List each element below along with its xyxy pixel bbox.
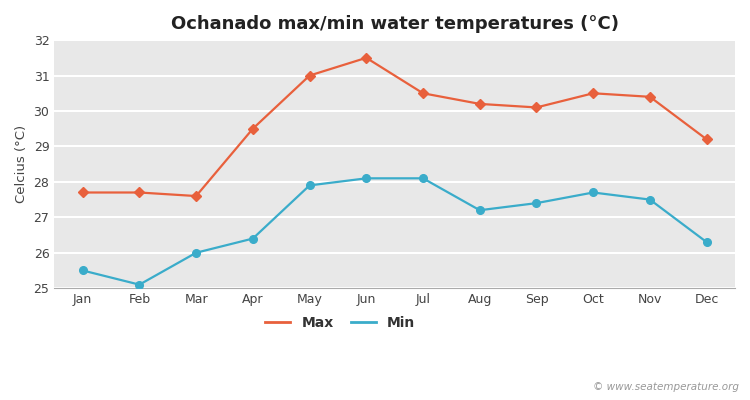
Text: © www.seatemperature.org: © www.seatemperature.org <box>592 382 739 392</box>
Y-axis label: Celcius (°C): Celcius (°C) <box>15 125 28 203</box>
Legend: Max, Min: Max, Min <box>260 311 421 336</box>
Title: Ochanado max/min water temperatures (°C): Ochanado max/min water temperatures (°C) <box>171 15 619 33</box>
